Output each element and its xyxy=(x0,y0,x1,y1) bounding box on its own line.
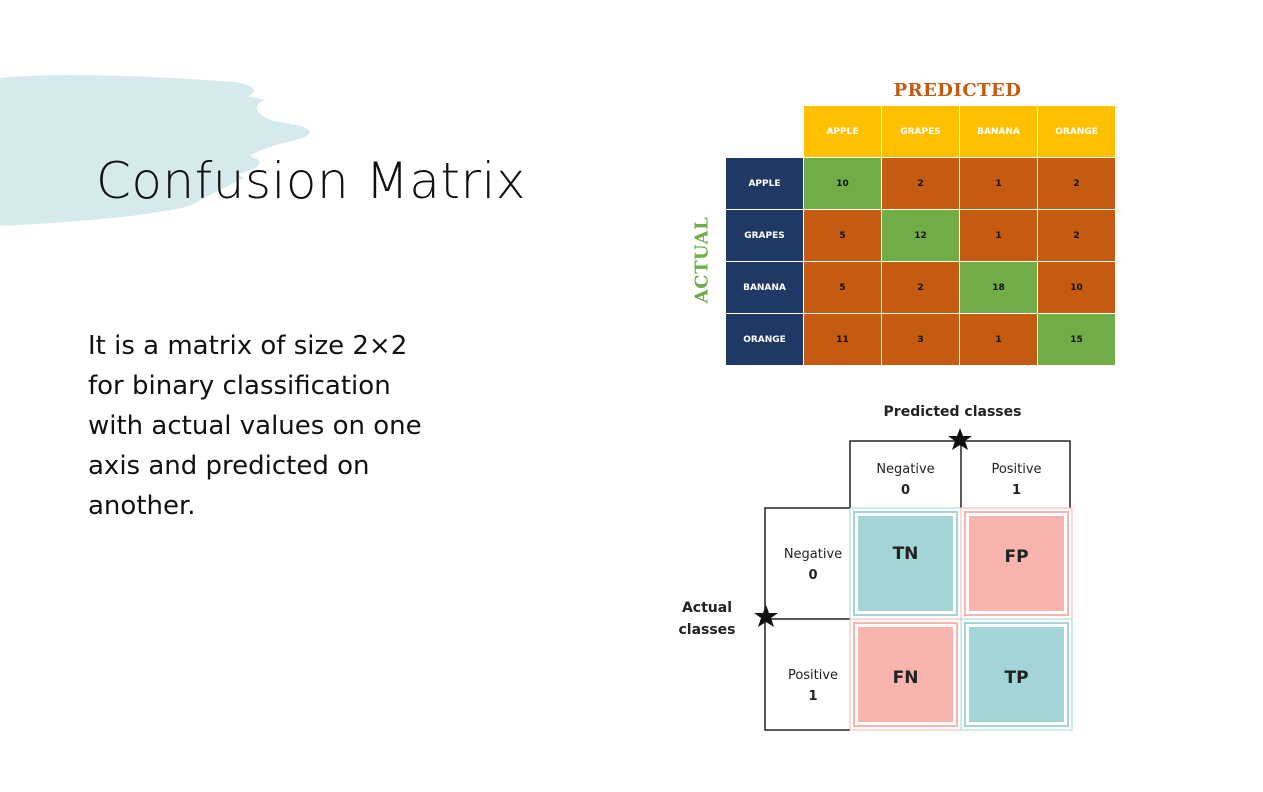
tn-label: TN xyxy=(892,544,919,564)
matrix-cell: 2 xyxy=(882,262,959,313)
column-negative-value: 0 xyxy=(900,483,911,498)
fn-cell-inner-border xyxy=(853,622,958,727)
row-negative-label: Negative xyxy=(783,547,843,562)
matrix-cell: 3 xyxy=(882,314,959,365)
row-negative-header: Negative 0 xyxy=(780,544,846,586)
row-header-orange: ORANGE xyxy=(726,314,803,365)
matrix-cell: 5 xyxy=(804,262,881,313)
star-icon xyxy=(754,605,778,627)
tn-cell-inner-border xyxy=(853,511,958,616)
binary-confusion-matrix: Predicted classes Actual classes Negativ… xyxy=(670,395,1090,740)
fn-cell xyxy=(858,627,953,722)
actual-axis-label: ACTUAL xyxy=(691,216,713,304)
column-header-grapes: GRAPES xyxy=(882,106,959,157)
predicted-axis-label: PREDICTED xyxy=(893,80,1022,101)
fp-cell-inner-border xyxy=(964,511,1069,616)
fp-label: FP xyxy=(1004,547,1029,567)
row-header-grapes: GRAPES xyxy=(726,210,803,261)
matrix-cell: 12 xyxy=(882,210,959,261)
matrix-corner xyxy=(726,106,803,157)
matrix-cell: 2 xyxy=(1038,210,1115,261)
matrix-cell: 2 xyxy=(882,158,959,209)
actual-classes-title: Actual classes xyxy=(670,597,744,641)
actual-classes-title-line2: classes xyxy=(678,622,736,638)
actual-classes-title-line1: Actual xyxy=(681,600,733,616)
row-header-apple: APPLE xyxy=(726,158,803,209)
column-header-banana: BANANA xyxy=(960,106,1037,157)
tp-label: TP xyxy=(1004,668,1029,688)
matrix-cell: 15 xyxy=(1038,314,1115,365)
row-positive-value: 1 xyxy=(808,689,818,704)
matrix-cell: 1 xyxy=(960,210,1037,261)
column-positive-value: 1 xyxy=(1011,483,1022,498)
fn-label: FN xyxy=(892,668,919,688)
matrix-cell: 10 xyxy=(1038,262,1115,313)
multiclass-confusion-matrix: APPLE GRAPES BANANA ORANGE APPLE 10 2 1 2 GRAPES 5… xyxy=(726,106,1115,365)
binary-matrix-graphic xyxy=(754,428,1073,731)
matrix-cell: 2 xyxy=(1038,158,1115,209)
matrix-cell: 1 xyxy=(960,158,1037,209)
brush-stroke-decoration xyxy=(0,75,310,227)
column-positive-header: Positive 1 xyxy=(961,459,1072,501)
column-header-apple: APPLE xyxy=(804,106,881,157)
row-positive-label: Positive xyxy=(787,668,839,683)
tn-cell xyxy=(858,516,953,611)
matrix-cell: 1 xyxy=(960,314,1037,365)
slide-description: It is a matrix of size 2×2 for binary cl… xyxy=(88,331,422,521)
predicted-classes-title: Predicted classes xyxy=(883,404,1022,420)
tp-cell-inner-border xyxy=(964,622,1069,727)
fp-cell xyxy=(969,516,1064,611)
row-positive-header: Positive 1 xyxy=(780,665,846,707)
tp-cell xyxy=(969,627,1064,722)
column-negative-label: Negative xyxy=(876,462,935,477)
matrix-cell: 18 xyxy=(960,262,1037,313)
column-positive-label: Positive xyxy=(991,462,1042,477)
column-negative-header: Negative 0 xyxy=(850,459,961,501)
row-header-banana: BANANA xyxy=(726,262,803,313)
slide-title: Confusion Matrix xyxy=(96,152,527,210)
star-icon xyxy=(948,428,972,450)
matrix-cell: 11 xyxy=(804,314,881,365)
row-negative-value: 0 xyxy=(808,568,818,583)
matrix-cell: 10 xyxy=(804,158,881,209)
column-header-orange: ORANGE xyxy=(1038,106,1115,157)
matrix-cell: 5 xyxy=(804,210,881,261)
